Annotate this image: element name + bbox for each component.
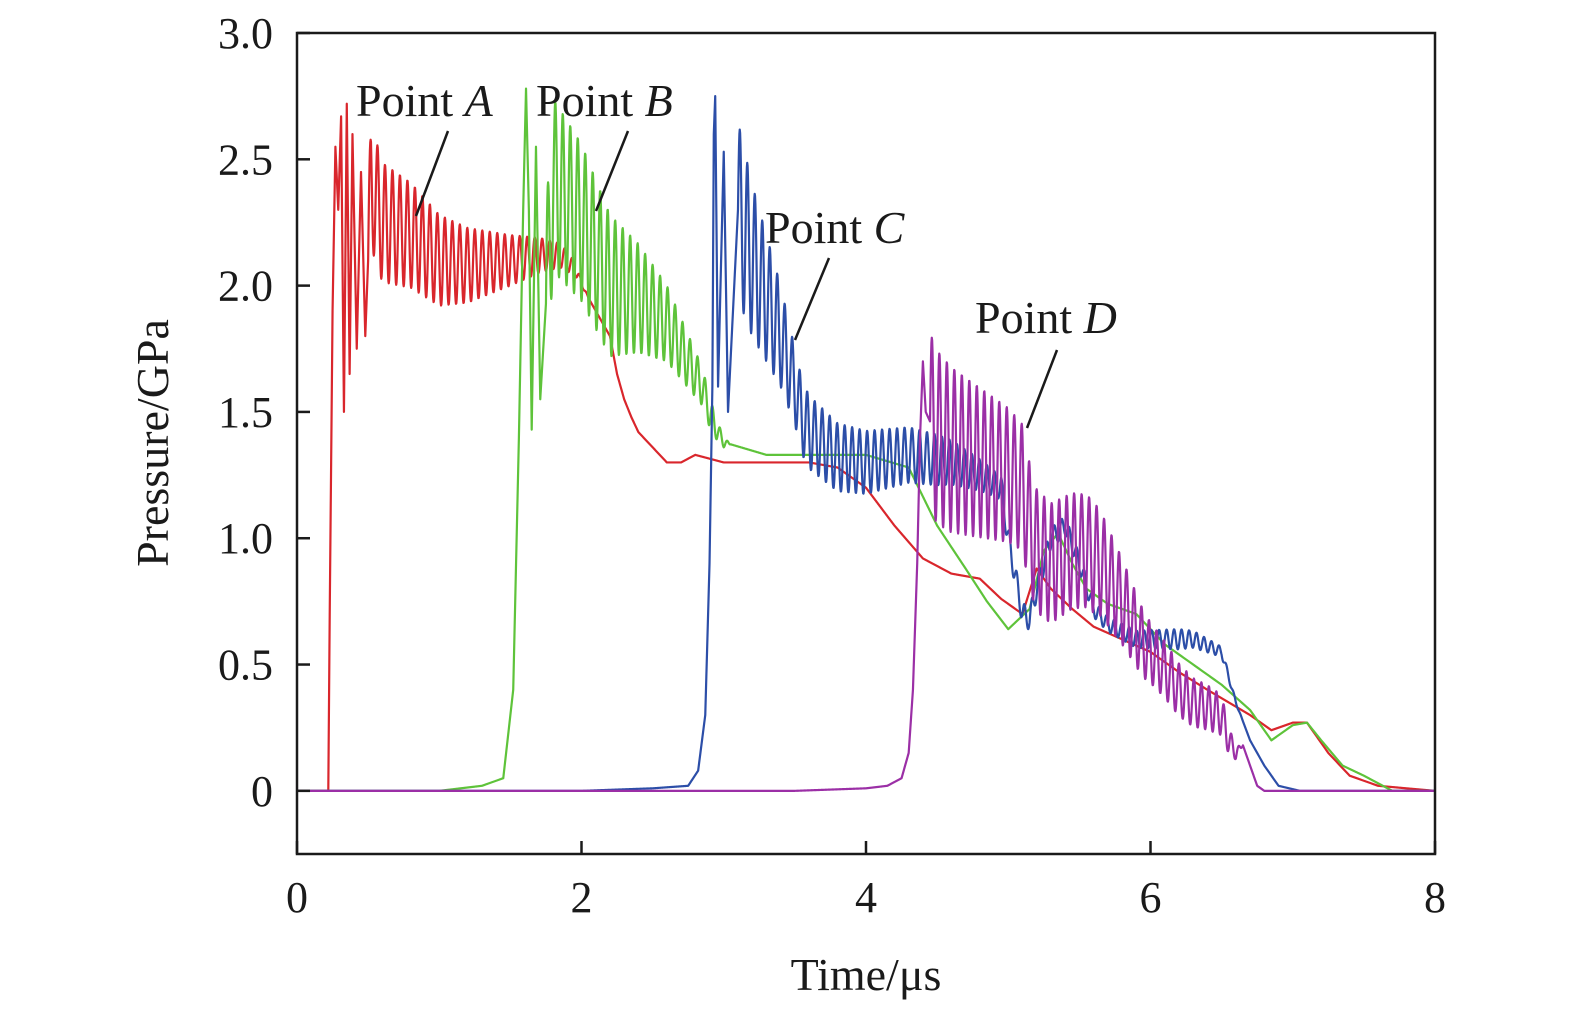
y-tick-label: 3.0: [218, 9, 273, 58]
y-tick-label: 2.5: [218, 135, 273, 184]
y-tick-label: 2.0: [218, 262, 273, 311]
series-line-2: [296, 95, 1436, 792]
x-tick-label: 2: [571, 873, 593, 922]
y-axis-label: Pressure/GPa: [127, 319, 178, 567]
annotation-leader-d: [1025, 349, 1059, 429]
y-tick-label: 0.5: [218, 641, 273, 690]
x-tick-label: 0: [286, 873, 308, 922]
x-tick-label: 6: [1140, 873, 1162, 922]
y-tick-label: 1.0: [218, 514, 273, 563]
annotation-leader-b: [594, 130, 630, 212]
tick-layer: 0 2 4 6 8 0 0.5 1.0 1.5 2.0 2.5 3.0: [218, 9, 1446, 922]
annotation-point-d: Point D: [975, 292, 1117, 343]
annotation-leader-c: [793, 257, 831, 341]
annotation-point-b: Point B: [536, 75, 673, 126]
annotation-point-a: Point A: [356, 75, 494, 126]
series-line-3: [296, 336, 1436, 792]
annotation-layer: Point A Point B Point C Point D: [356, 75, 1117, 429]
x-tick-label: 8: [1424, 873, 1446, 922]
y-tick-label: 0: [251, 767, 273, 816]
y-tick-label: 1.5: [218, 388, 273, 437]
annotation-leader-a: [414, 130, 450, 217]
series-layer: [296, 87, 1436, 792]
x-tick-label: 4: [855, 873, 877, 922]
annotation-point-c: Point C: [765, 202, 906, 253]
x-axis-label: Time/μs: [791, 949, 942, 1000]
series-line-0: [296, 102, 1436, 792]
